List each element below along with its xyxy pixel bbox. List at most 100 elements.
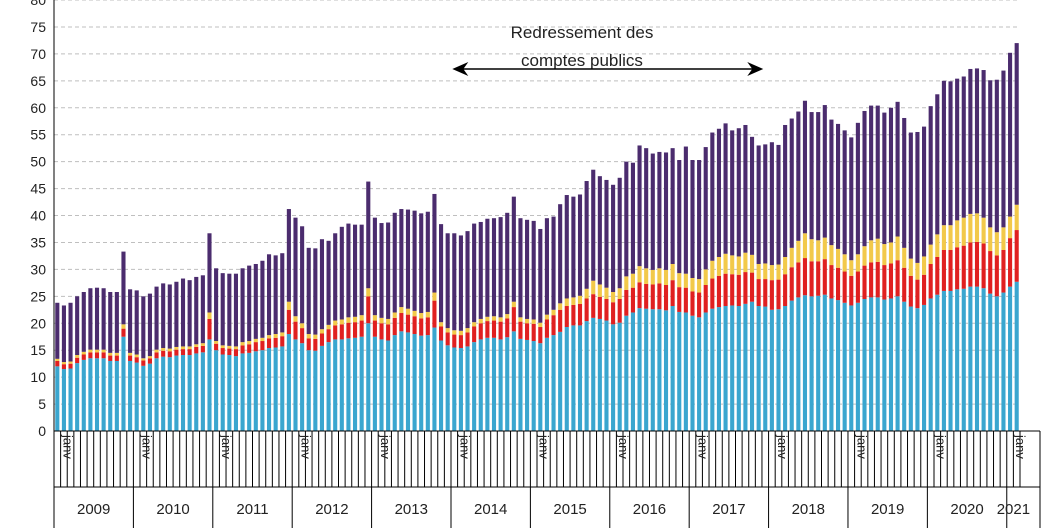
bar-segment-series-3	[266, 335, 272, 339]
bar-segment-series-4	[260, 260, 265, 338]
bar-segment-series-4	[511, 196, 516, 302]
janv-tick-label: janv	[854, 434, 869, 459]
bar-segment-series-3	[670, 263, 675, 281]
bar-segment-series-1	[941, 290, 946, 431]
bar-segment-series-2	[128, 355, 133, 361]
bar-segment-series-2	[743, 272, 748, 304]
bar-segment-series-4	[372, 217, 377, 316]
bar-segment-series-4	[75, 296, 80, 356]
bar-segment-series-4	[306, 247, 311, 335]
bar-segment-series-4	[974, 68, 980, 214]
bar-segment-series-1	[558, 331, 563, 431]
bar-segment-series-2	[955, 247, 960, 290]
bar-segment-series-3	[253, 338, 258, 343]
janv-tick-label: janv	[1013, 434, 1028, 459]
bar-segment-series-1	[617, 322, 622, 431]
bar-segment-series-1	[922, 304, 927, 431]
bar-segment-series-2	[207, 318, 212, 340]
bar-segment-series-4	[200, 275, 205, 344]
bar-segment-series-2	[180, 349, 186, 356]
bar-segment-series-2	[273, 337, 278, 348]
bar-segment-series-2	[908, 275, 913, 307]
bar-segment-series-3	[207, 312, 212, 319]
bar-segment-series-2	[670, 280, 675, 307]
bar-segment-series-1	[875, 297, 880, 431]
bar-segment-series-1	[842, 302, 847, 431]
bar-segment-series-4	[432, 193, 437, 293]
bar-segment-series-2	[379, 323, 384, 340]
bar-segment-series-4	[922, 126, 927, 257]
bar-segment-series-3	[154, 349, 159, 353]
annotation-line-1: Redressement des	[511, 23, 654, 42]
bar-segment-series-2	[796, 262, 801, 298]
bar-segment-series-1	[233, 356, 239, 431]
bar-segment-series-1	[862, 299, 867, 431]
bar-segment-series-3	[1001, 227, 1006, 250]
bar-segment-series-4	[88, 288, 93, 350]
bar-segment-series-1	[670, 306, 675, 431]
bar-segment-series-4	[650, 153, 655, 270]
bar-segment-series-4	[677, 160, 682, 274]
bar-segment-series-3	[445, 328, 450, 333]
bar-segment-series-4	[485, 218, 490, 317]
bar-segment-series-1	[412, 334, 417, 431]
bar-segment-series-2	[922, 274, 927, 305]
bar-segment-series-4	[207, 233, 212, 313]
bar-segment-series-1	[167, 357, 172, 431]
bar-segment-series-2	[571, 304, 576, 326]
bar-segment-series-1	[577, 325, 583, 431]
bar-segment-series-3	[366, 288, 371, 297]
bar-segment-series-4	[280, 253, 285, 333]
bar-segment-series-1	[505, 337, 510, 431]
bar-segment-series-1	[657, 309, 662, 431]
bar-segment-series-2	[663, 284, 669, 311]
bar-segment-series-4	[604, 179, 609, 288]
bar-segment-series-1	[94, 358, 100, 431]
bar-segment-series-1	[531, 341, 536, 431]
bar-segment-series-2	[498, 321, 503, 340]
bar-segment-series-3	[399, 307, 404, 314]
bar-segment-series-3	[769, 265, 774, 281]
bar-segment-series-4	[736, 128, 741, 257]
bar-segment-series-1	[465, 346, 470, 431]
bar-segment-series-3	[961, 217, 966, 246]
bar-segment-series-1	[286, 334, 291, 431]
bar-segment-series-1	[961, 288, 966, 431]
bar-segment-series-3	[630, 273, 635, 288]
bar-segment-series-4	[465, 231, 470, 329]
bar-segment-series-4	[630, 162, 635, 274]
bar-segment-series-1	[293, 339, 298, 431]
bar-segment-series-2	[445, 332, 450, 346]
year-label: 2016	[633, 501, 666, 518]
bar-segment-series-2	[869, 262, 874, 298]
bar-segment-series-4	[240, 268, 245, 343]
bar-segment-series-4	[544, 218, 549, 315]
bar-segment-series-4	[835, 123, 841, 249]
bar-segment-series-4	[888, 107, 894, 243]
bar-segment-series-3	[604, 287, 609, 300]
bar-segment-series-3	[544, 314, 549, 320]
bar-segment-series-3	[948, 225, 953, 250]
bar-segment-series-1	[723, 306, 728, 431]
bar-segment-series-3	[293, 316, 298, 322]
bar-segment-series-4	[253, 263, 258, 339]
janv-tick-label: janv	[537, 434, 552, 459]
bar-segment-series-2	[372, 320, 377, 337]
bar-segment-series-4	[174, 281, 179, 347]
bar-segment-series-2	[617, 299, 622, 323]
bar-segment-series-1	[346, 338, 351, 431]
year-label: 2014	[474, 501, 507, 518]
bar-segment-series-3	[339, 319, 344, 325]
bar-segment-series-2	[220, 348, 225, 355]
bar-segment-series-4	[564, 195, 569, 299]
bar-segment-series-4	[445, 233, 450, 329]
bar-segment-series-4	[981, 70, 986, 218]
bar-segment-series-3	[233, 346, 239, 350]
bar-segment-series-3	[75, 355, 80, 358]
bar-segment-series-3	[895, 236, 900, 261]
year-label: 2011	[236, 501, 268, 518]
bar-segment-series-3	[81, 351, 86, 355]
bar-segment-series-4	[822, 105, 827, 238]
bar-segment-series-4	[194, 276, 199, 345]
bar-segment-series-3	[663, 269, 669, 285]
